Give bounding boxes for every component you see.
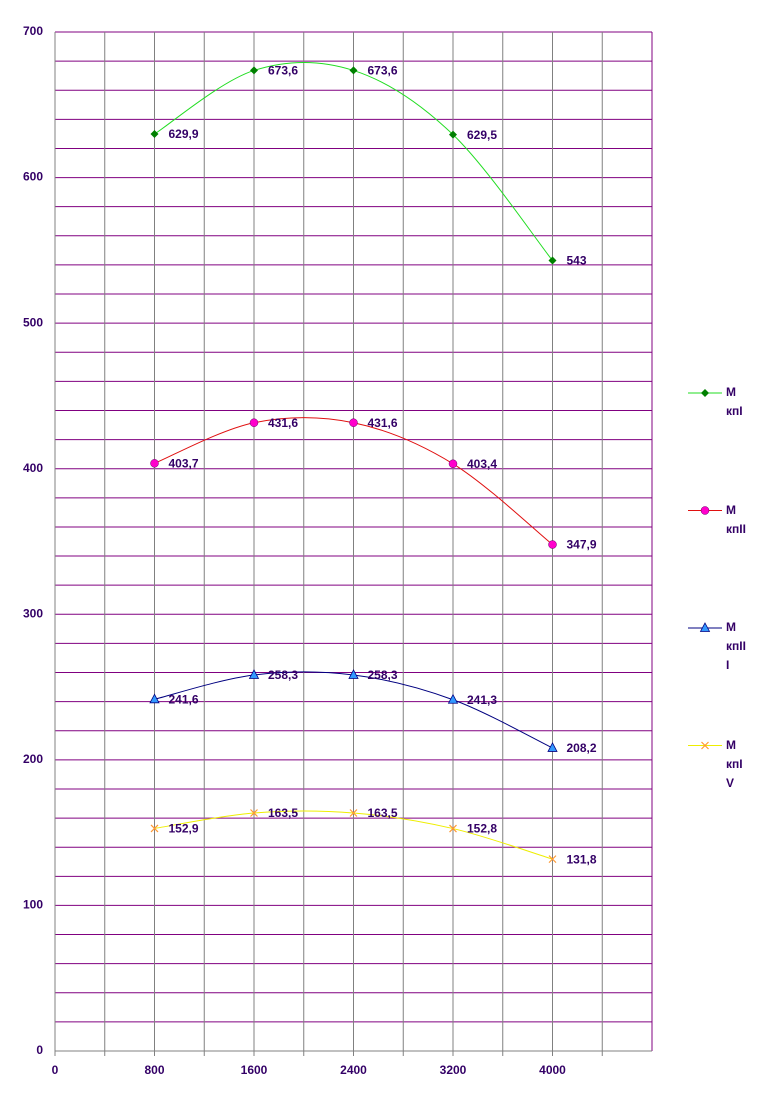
legend-marker (701, 741, 709, 750)
marker (449, 130, 457, 139)
marker (448, 459, 458, 469)
marker (447, 693, 459, 704)
marker (349, 66, 358, 75)
data-label: 152,8 (467, 822, 497, 836)
marker (249, 418, 259, 427)
y-tick-label: 300 (23, 606, 43, 620)
legend-marker (700, 506, 710, 515)
data-label: 258,3 (268, 668, 298, 682)
data-label: 543 (567, 254, 587, 268)
x-tick-label: 3200 (440, 1063, 467, 1077)
x-tick-label: 0 (52, 1063, 59, 1077)
y-tick-label: 0 (36, 1043, 43, 1057)
marker (250, 66, 258, 75)
marker (150, 130, 159, 139)
marker (349, 809, 358, 817)
marker (547, 742, 558, 752)
marker (149, 693, 160, 704)
data-label: 152,9 (169, 822, 199, 836)
data-label: 673,6 (268, 64, 298, 78)
marker (548, 540, 557, 549)
data-label: 241,3 (467, 693, 497, 707)
y-tick-label: 700 (23, 24, 43, 38)
marker (349, 418, 358, 427)
data-label: 431,6 (368, 416, 398, 430)
legend-label: M кпI (726, 385, 743, 418)
y-tick-label: 100 (23, 898, 43, 912)
legend-label: M кпIII (726, 620, 746, 672)
marker (150, 824, 159, 833)
marker (548, 855, 557, 864)
x-tick-label: 4000 (539, 1063, 566, 1077)
x-tick-label: 1600 (241, 1063, 268, 1077)
y-tick-label: 500 (23, 315, 43, 329)
data-label: 347,9 (567, 538, 597, 552)
marker (248, 669, 260, 679)
marker (449, 824, 457, 833)
y-tick-label: 600 (23, 170, 43, 184)
data-label: 163,5 (268, 806, 298, 820)
data-label: 629,5 (467, 128, 497, 142)
data-label: 163,5 (368, 806, 398, 820)
legend-marker (699, 622, 711, 632)
y-tick-label: 400 (23, 461, 43, 475)
data-label: 673,6 (368, 64, 398, 78)
x-tick-label: 800 (144, 1063, 164, 1077)
data-label: 131,8 (567, 852, 597, 866)
legend-marker (701, 389, 709, 397)
data-label: 258,3 (368, 668, 398, 682)
data-label: 403,7 (169, 457, 199, 471)
data-label: 208,2 (567, 741, 597, 755)
y-tick-label: 200 (23, 752, 43, 766)
data-label: 403,4 (467, 457, 497, 471)
data-label: 431,6 (268, 416, 298, 430)
marker (150, 459, 159, 468)
marker (250, 809, 258, 817)
x-tick-label: 2400 (340, 1063, 367, 1077)
legend-label: M кпIV (726, 737, 743, 790)
marker (348, 669, 359, 679)
marker (548, 256, 557, 265)
data-label: 241,6 (169, 692, 199, 706)
legend-label: M кпII (726, 502, 746, 536)
data-label: 629,9 (169, 127, 199, 141)
